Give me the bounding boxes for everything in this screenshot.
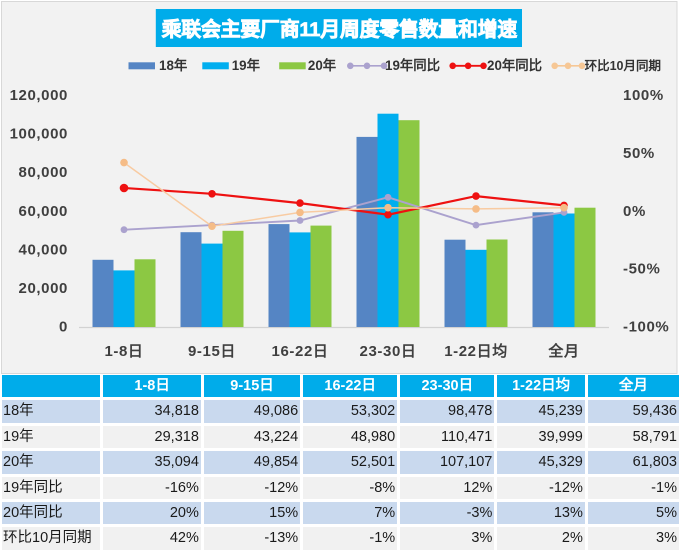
svg-text:19年: 19年: [232, 57, 261, 73]
svg-text:20年: 20年: [308, 57, 337, 73]
svg-text:80,000: 80,000: [19, 164, 68, 181]
svg-text:40,000: 40,000: [19, 241, 68, 258]
svg-text:19年同比: 19年同比: [385, 57, 440, 73]
svg-text:-50%: -50%: [623, 261, 660, 278]
svg-text:1-8日: 1-8日: [104, 343, 143, 360]
svg-text:环比10月同期: 环比10月同期: [585, 58, 661, 73]
svg-text:乘联会主要厂商11月周度零售数量和增速: 乘联会主要厂商11月周度零售数量和增速: [161, 18, 518, 41]
svg-text:1-22日均: 1-22日均: [444, 342, 508, 360]
svg-text:-100%: -100%: [623, 319, 669, 336]
svg-text:18年: 18年: [159, 57, 188, 73]
svg-text:全月: 全月: [547, 342, 579, 360]
svg-text:20,000: 20,000: [19, 280, 68, 297]
svg-text:16-22日: 16-22日: [272, 343, 329, 360]
svg-text:50%: 50%: [623, 145, 655, 162]
svg-text:20年同比: 20年同比: [487, 57, 542, 73]
svg-text:0: 0: [59, 319, 68, 336]
svg-text:9-15日: 9-15日: [188, 343, 236, 360]
svg-text:0%: 0%: [623, 203, 646, 220]
svg-text:23-30日: 23-30日: [360, 343, 417, 360]
svg-text:100,000: 100,000: [10, 126, 68, 143]
svg-text:60,000: 60,000: [19, 203, 68, 220]
svg-text:120,000: 120,000: [10, 87, 68, 104]
svg-text:100%: 100%: [623, 87, 664, 104]
